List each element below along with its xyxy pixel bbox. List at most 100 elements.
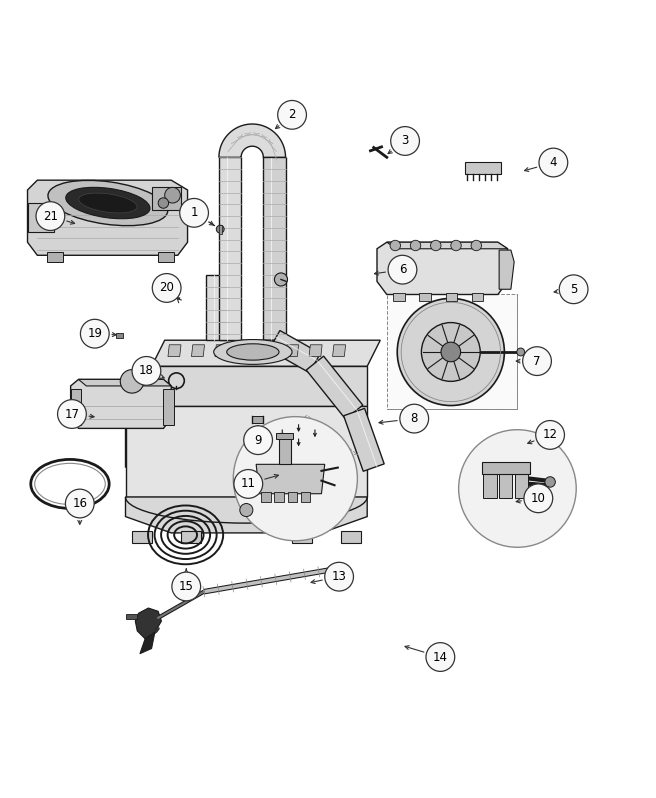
Polygon shape [499, 250, 514, 289]
Text: 1: 1 [190, 207, 198, 219]
Bar [394, 293, 405, 301]
Bar [125, 614, 137, 619]
Bar [483, 473, 497, 498]
Polygon shape [263, 157, 285, 340]
Text: 11: 11 [241, 477, 256, 491]
Circle shape [536, 421, 564, 449]
Text: 2: 2 [289, 109, 296, 121]
Circle shape [459, 429, 576, 547]
Polygon shape [387, 243, 508, 249]
Circle shape [390, 240, 401, 251]
Polygon shape [262, 345, 275, 357]
Bar [158, 252, 174, 262]
Circle shape [523, 347, 552, 376]
Circle shape [274, 273, 287, 286]
Text: 4: 4 [550, 156, 557, 169]
Bar [387, 294, 518, 409]
Polygon shape [125, 366, 152, 468]
Text: 5: 5 [570, 282, 577, 296]
Circle shape [451, 240, 461, 251]
Circle shape [441, 342, 461, 361]
Circle shape [132, 357, 161, 385]
Polygon shape [140, 632, 155, 654]
Text: 17: 17 [64, 408, 79, 421]
Ellipse shape [214, 340, 292, 365]
Bar [300, 492, 310, 502]
Circle shape [244, 426, 272, 455]
Polygon shape [152, 340, 380, 366]
Polygon shape [256, 464, 325, 494]
Circle shape [426, 642, 455, 671]
Circle shape [517, 348, 525, 356]
Bar [465, 162, 501, 174]
Circle shape [234, 469, 262, 498]
Text: 13: 13 [332, 571, 346, 583]
Circle shape [398, 298, 504, 405]
Polygon shape [152, 366, 367, 405]
Bar [515, 473, 528, 498]
Circle shape [58, 400, 87, 429]
Polygon shape [28, 180, 188, 255]
Text: 10: 10 [531, 492, 546, 505]
Ellipse shape [48, 180, 168, 226]
Circle shape [430, 240, 441, 251]
Polygon shape [333, 345, 346, 357]
Bar [219, 224, 222, 234]
Text: 18: 18 [139, 365, 154, 377]
Circle shape [410, 240, 420, 251]
Bar [28, 203, 54, 232]
Bar [152, 187, 181, 210]
Circle shape [216, 225, 224, 233]
Circle shape [539, 148, 567, 177]
Circle shape [391, 127, 419, 156]
Polygon shape [285, 345, 298, 357]
Circle shape [120, 369, 144, 393]
Bar [341, 531, 361, 543]
Circle shape [180, 199, 209, 227]
Circle shape [165, 188, 180, 203]
Bar [419, 293, 431, 301]
Polygon shape [125, 405, 367, 497]
Text: 6: 6 [399, 263, 406, 276]
Bar [47, 252, 64, 262]
Circle shape [545, 476, 556, 488]
Circle shape [240, 504, 253, 516]
Bar [499, 473, 512, 498]
Bar [279, 437, 291, 464]
Ellipse shape [227, 344, 279, 360]
Circle shape [325, 563, 354, 591]
Text: 19: 19 [87, 327, 102, 340]
Polygon shape [309, 345, 322, 357]
Circle shape [66, 489, 94, 518]
Bar [163, 389, 174, 425]
Circle shape [421, 322, 480, 381]
Text: 7: 7 [533, 354, 541, 368]
Polygon shape [215, 345, 228, 357]
Text: 12: 12 [543, 429, 558, 441]
Circle shape [524, 484, 553, 512]
Bar [276, 433, 293, 440]
Bar [292, 531, 312, 543]
Bar [274, 492, 284, 502]
Bar [287, 492, 297, 502]
Circle shape [400, 405, 428, 433]
Bar [445, 293, 457, 301]
Bar [71, 389, 81, 425]
Polygon shape [377, 243, 508, 294]
Bar [472, 293, 483, 301]
Polygon shape [306, 356, 363, 419]
Text: 21: 21 [43, 210, 58, 223]
Bar [387, 294, 518, 409]
Polygon shape [239, 345, 251, 357]
Text: 16: 16 [72, 497, 87, 510]
Bar [132, 531, 152, 543]
Bar [116, 333, 123, 338]
Bar [181, 531, 201, 543]
Circle shape [158, 198, 169, 208]
Text: 20: 20 [159, 282, 174, 294]
Text: 9: 9 [255, 433, 262, 447]
Polygon shape [125, 497, 367, 533]
Polygon shape [344, 409, 384, 472]
Polygon shape [168, 345, 181, 357]
Polygon shape [269, 330, 320, 373]
